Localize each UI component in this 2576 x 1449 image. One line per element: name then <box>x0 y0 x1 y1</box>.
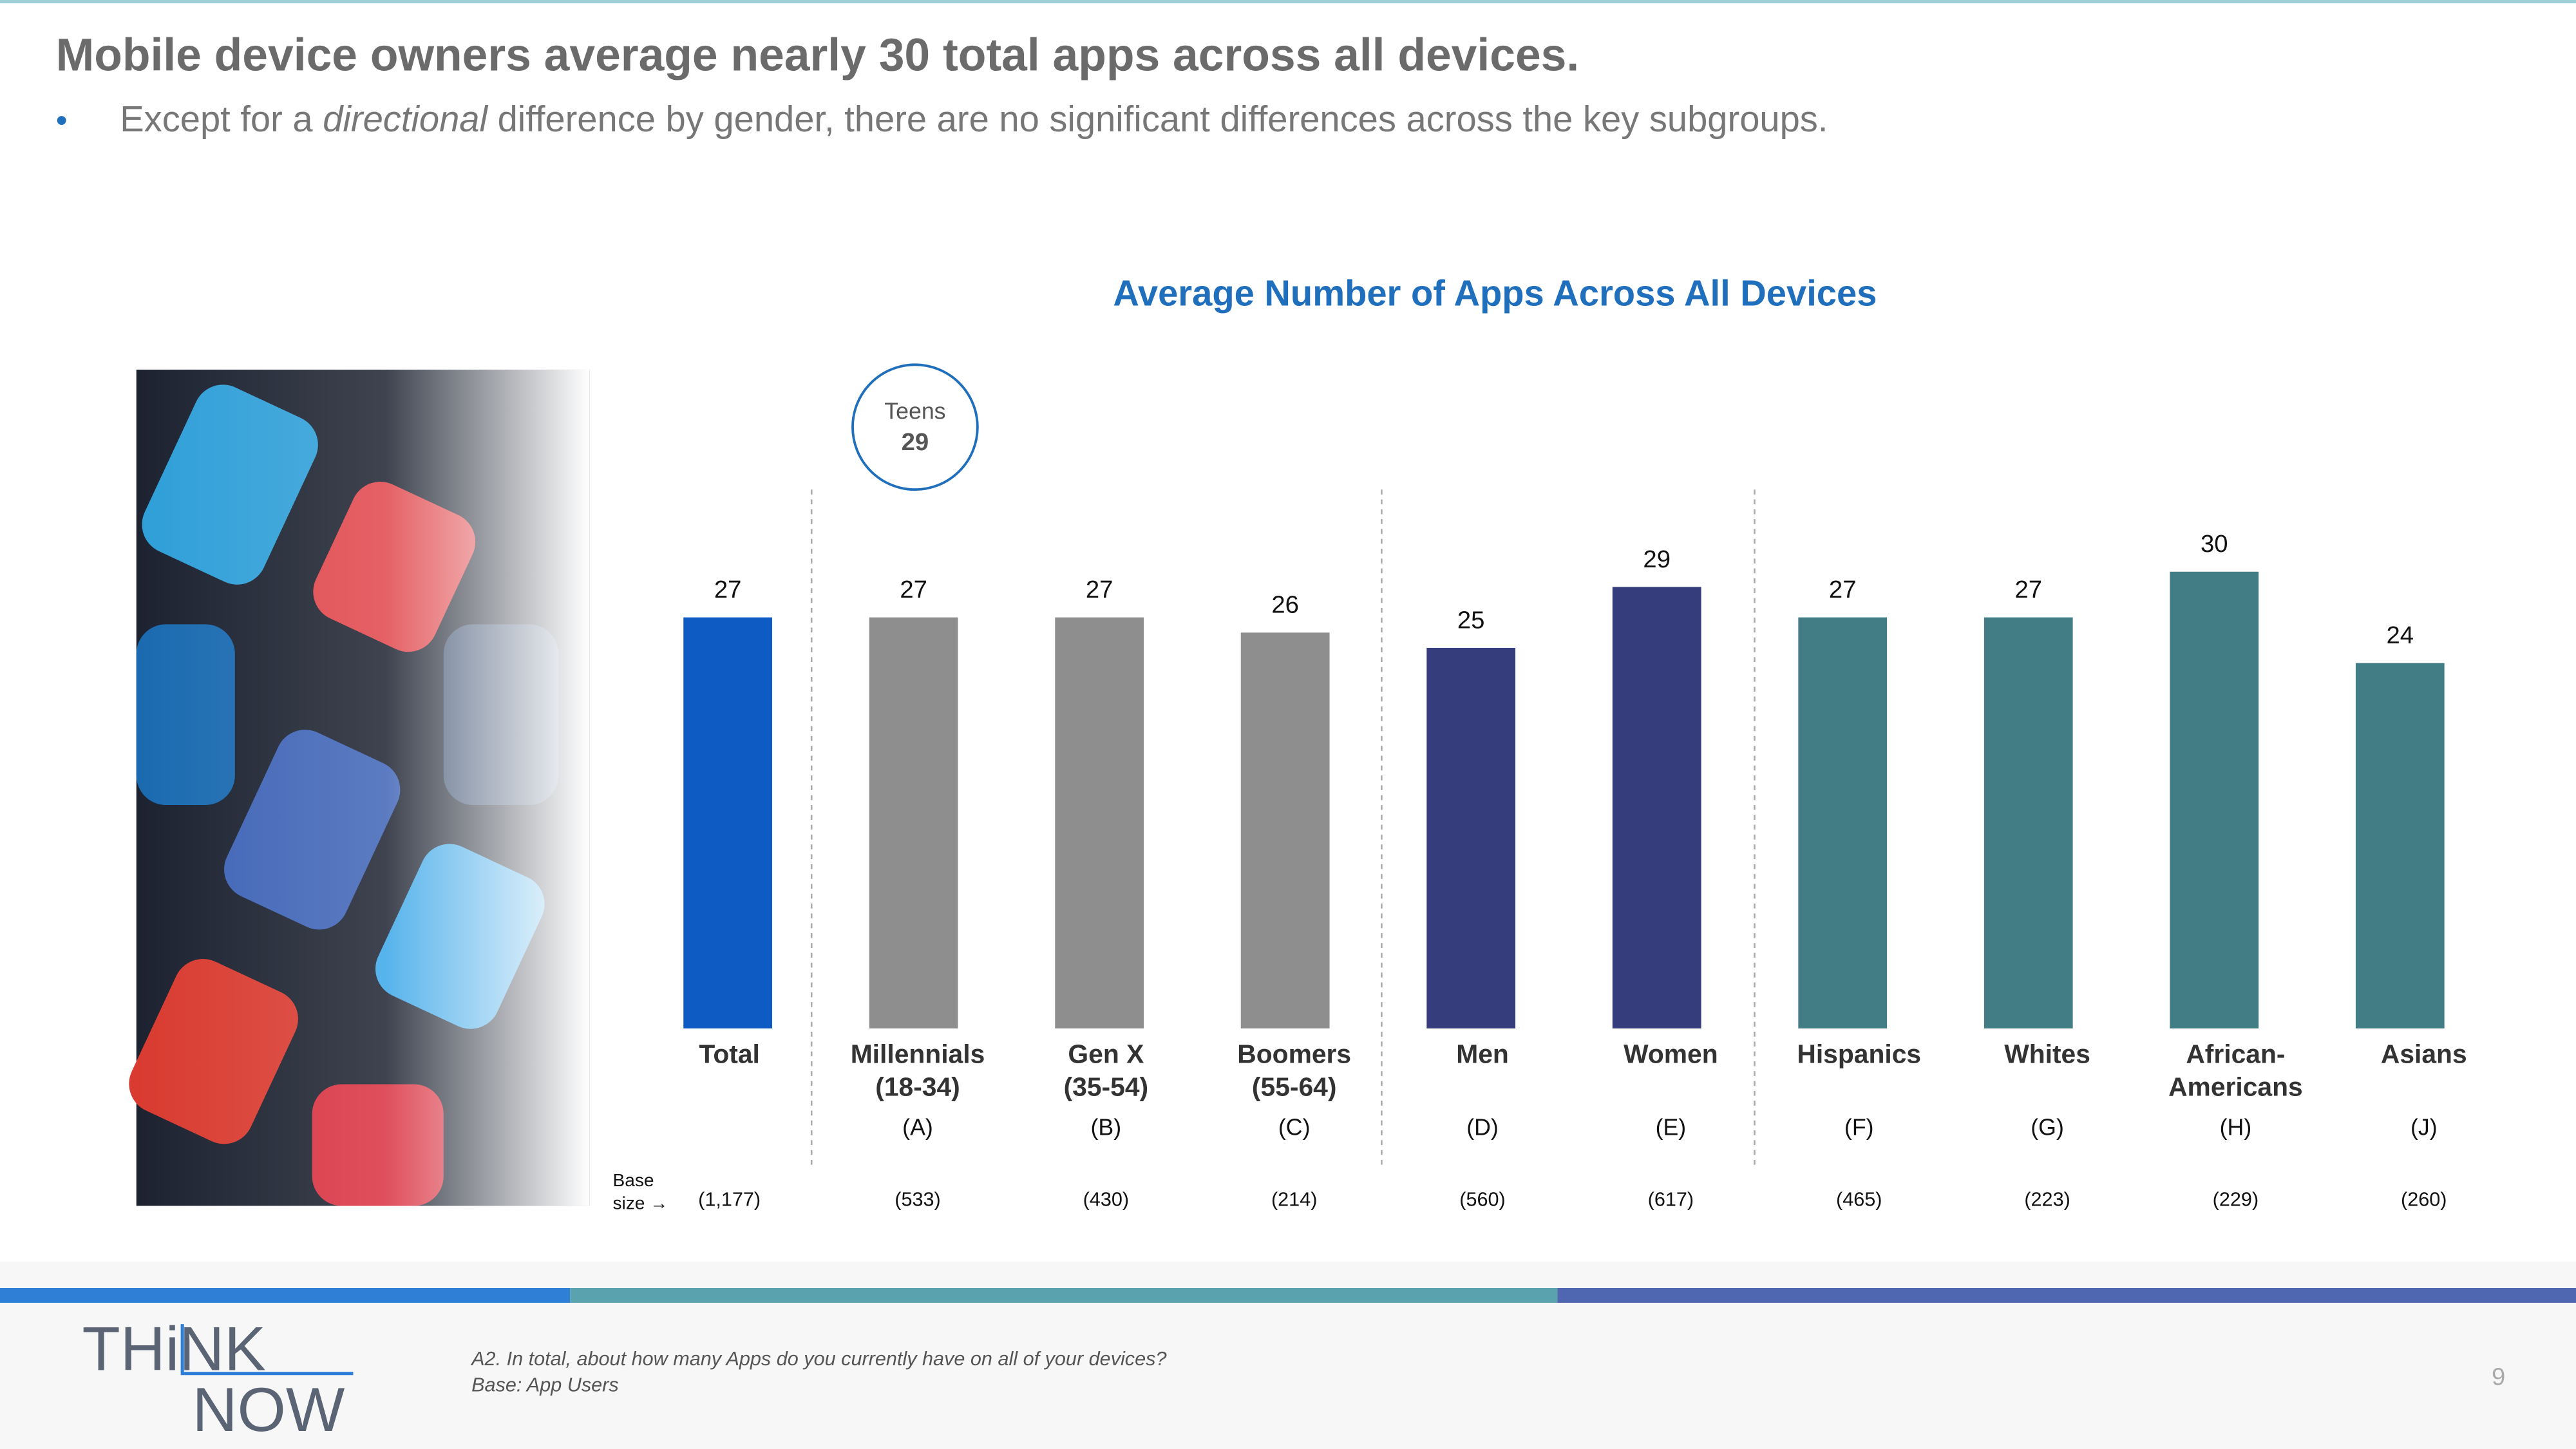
category-label: Men <box>1456 1039 1509 1069</box>
category-label: Asians <box>2381 1039 2467 1069</box>
category-label: Boomers <box>1237 1039 1351 1069</box>
slide-title: Mobile device owners average nearly 30 t… <box>56 30 1579 81</box>
category-label: Gen X <box>1068 1039 1144 1069</box>
bar <box>2355 663 2445 1028</box>
footer-band <box>1557 1288 2576 1303</box>
category-label: Millennials <box>851 1039 985 1069</box>
base-size: (260) <box>2401 1188 2447 1210</box>
footnote: A2. In total, about how many Apps do you… <box>470 1348 1166 1370</box>
footer-band <box>0 1288 571 1303</box>
category-label: Whites <box>2004 1039 2090 1069</box>
value-label: 29 <box>1643 545 1671 573</box>
base-size: (1,177) <box>698 1188 761 1210</box>
callout-circle <box>851 363 979 491</box>
base-size: (223) <box>2024 1188 2070 1210</box>
photo <box>129 369 590 1206</box>
logo-bottom: NOW <box>192 1374 345 1444</box>
footnote: Base: App Users <box>471 1374 619 1396</box>
bullet-dot: • <box>56 102 68 138</box>
bullet-part: difference by gender, there are no signi… <box>488 99 1828 139</box>
base-size: (214) <box>1271 1188 1317 1210</box>
category-label: Americans <box>2168 1072 2303 1102</box>
category-label: African- <box>2186 1039 2285 1069</box>
bar <box>1240 632 1330 1028</box>
bar <box>1984 617 2073 1028</box>
base-size: (533) <box>895 1188 940 1210</box>
value-label: 27 <box>1086 576 1113 603</box>
bar <box>869 617 958 1028</box>
base-size: (617) <box>1648 1188 1694 1210</box>
base-size-label: size → <box>613 1193 668 1213</box>
callout-value: 29 <box>902 428 929 456</box>
callout-label: Teens <box>884 399 945 424</box>
value-label: 24 <box>2387 621 2414 649</box>
page-number: 9 <box>2492 1363 2505 1391</box>
base-size: (229) <box>2213 1188 2259 1210</box>
group-letter: (E) <box>1656 1115 1687 1141</box>
bullet-part: Except for a <box>120 99 323 139</box>
bullet-part: directional <box>323 99 488 139</box>
group-letter: (G) <box>2031 1115 2064 1141</box>
value-label: 27 <box>1829 576 1857 603</box>
top-rule <box>0 0 2576 4</box>
footer-band <box>570 1288 1558 1303</box>
category-label: Total <box>699 1039 759 1069</box>
group-letter: (A) <box>902 1115 933 1141</box>
bar <box>1798 617 1888 1028</box>
logo-line <box>180 1324 354 1376</box>
base-size-label: Base <box>613 1170 654 1190</box>
category-label: Women <box>1624 1039 1718 1069</box>
chart-title: Average Number of Apps Across All Device… <box>1113 272 1877 313</box>
category-label: (35-54) <box>1064 1072 1149 1102</box>
bar <box>1612 587 1701 1028</box>
group-letter: (H) <box>2220 1115 2252 1141</box>
value-label: 26 <box>1271 591 1299 619</box>
bar <box>2170 571 2259 1028</box>
bullet-text: Except for a directional difference by g… <box>120 99 1828 139</box>
group-letter: (F) <box>1844 1115 1874 1141</box>
bar <box>1426 647 1516 1028</box>
group-letter: (D) <box>1466 1115 1499 1141</box>
group-letter: (B) <box>1091 1115 1122 1141</box>
value-label: 27 <box>2014 576 2042 603</box>
base-size: (560) <box>1459 1188 1505 1210</box>
value-label: 25 <box>1457 606 1485 634</box>
category-label: (18-34) <box>875 1072 960 1102</box>
value-label: 27 <box>900 576 927 603</box>
group-letter: (J) <box>2410 1115 2438 1141</box>
value-label: 30 <box>2201 530 2228 558</box>
category-label: Hispanics <box>1797 1039 1921 1069</box>
bar <box>1055 617 1144 1028</box>
group-letter: (C) <box>1278 1115 1311 1141</box>
bar <box>683 617 772 1028</box>
base-size: (465) <box>1836 1188 1882 1210</box>
base-size: (430) <box>1083 1188 1129 1210</box>
category-label: (55-64) <box>1252 1072 1337 1102</box>
value-label: 27 <box>714 576 742 603</box>
